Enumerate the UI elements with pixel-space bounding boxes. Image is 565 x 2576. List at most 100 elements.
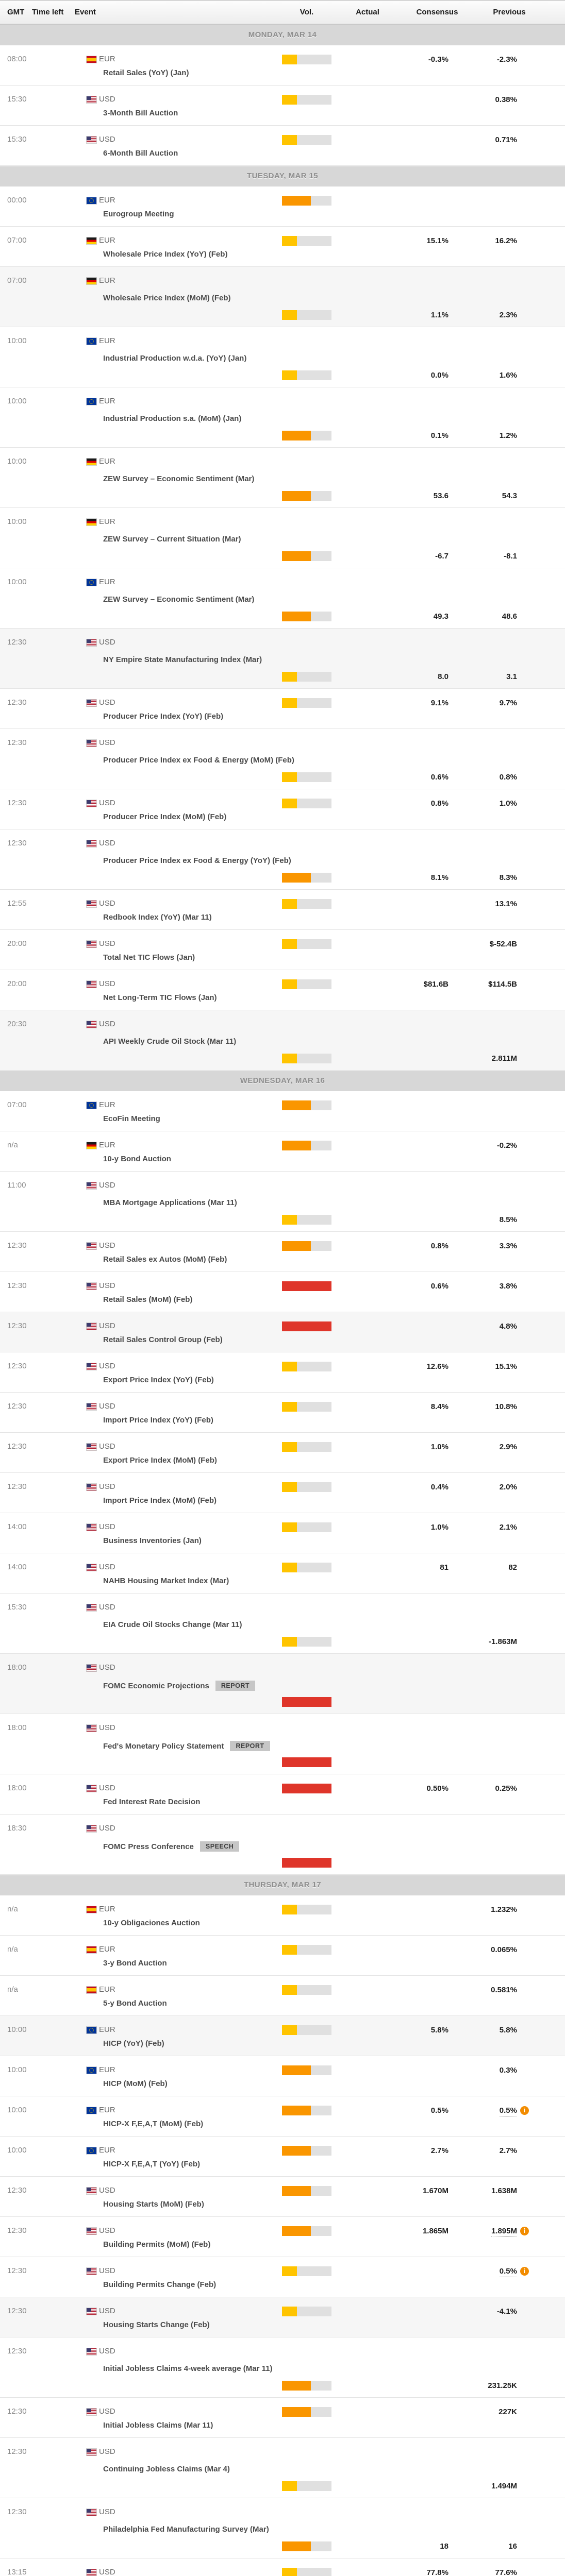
event-row[interactable]: 12:30 USD Retail Sales ex Autos (MoM) (Feb… bbox=[0, 1232, 565, 1272]
column-header-vol[interactable]: Vol. bbox=[300, 8, 314, 16]
column-header-previous[interactable]: Previous bbox=[493, 8, 526, 16]
event-row[interactable]: 12:30 USD Export Price Index (YoY) (Feb) 12… bbox=[0, 1352, 565, 1393]
event-name[interactable]: ZEW Survey – Economic Sentiment (Mar) bbox=[103, 595, 255, 604]
event-name[interactable]: Import Price Index (MoM) (Feb) bbox=[103, 1496, 217, 1505]
column-header-event[interactable]: Event bbox=[75, 8, 96, 16]
event-row[interactable]: 18:30 USD FOMC Press Conference SPEECH bbox=[0, 1815, 565, 1875]
event-name[interactable]: Housing Starts (MoM) (Feb) bbox=[103, 2200, 204, 2209]
event-name[interactable]: Retail Sales (YoY) (Jan) bbox=[103, 69, 189, 77]
event-name[interactable]: Net Long-Term TIC Flows (Jan) bbox=[103, 993, 217, 1002]
event-name[interactable]: 3-Month Bill Auction bbox=[103, 109, 178, 117]
event-name[interactable]: Import Price Index (YoY) (Feb) bbox=[103, 1416, 213, 1425]
event-row[interactable]: 12:55 USD Redbook Index (YoY) (Mar 11) 13.1… bbox=[0, 890, 565, 930]
event-name[interactable]: Housing Starts Change (Feb) bbox=[103, 2320, 210, 2329]
event-row[interactable]: 12:30 USD Import Price Index (MoM) (Feb) 0.… bbox=[0, 1473, 565, 1513]
event-name[interactable]: Producer Price Index (YoY) (Feb) bbox=[103, 712, 224, 721]
event-row[interactable]: n/a EUR 10-y Bond Auction -0.2% bbox=[0, 1131, 565, 1172]
event-row[interactable]: 15:30 USD 6-Month Bill Auction 0.71% bbox=[0, 126, 565, 166]
info-icon[interactable]: i bbox=[520, 2267, 529, 2276]
event-row[interactable]: n/a EUR 10-y Obligaciones Auction 1.232% bbox=[0, 1895, 565, 1936]
event-name[interactable]: Export Price Index (MoM) (Feb) bbox=[103, 1456, 217, 1465]
event-row[interactable]: 07:00 EUR EcoFin Meeting bbox=[0, 1091, 565, 1131]
event-name[interactable]: FOMC Press Conference bbox=[103, 1842, 194, 1851]
event-row[interactable]: 20:00 USD Total Net TIC Flows (Jan) $-52.4B bbox=[0, 930, 565, 970]
event-row[interactable]: 12:30 USD Retail Sales Control Group (Feb)… bbox=[0, 1312, 565, 1352]
event-name[interactable]: MBA Mortgage Applications (Mar 11) bbox=[103, 1198, 237, 1207]
event-name[interactable]: 3-y Bond Auction bbox=[103, 1959, 167, 1968]
event-name[interactable]: Philadelphia Fed Manufacturing Survey (M… bbox=[103, 2525, 269, 2534]
event-row[interactable]: n/a EUR 3-y Bond Auction 0.065% bbox=[0, 1936, 565, 1976]
event-row[interactable]: 12:30 USD Export Price Index (MoM) (Feb) 1.… bbox=[0, 1433, 565, 1473]
event-name[interactable]: HICP (YoY) (Feb) bbox=[103, 2039, 164, 2048]
event-row[interactable]: 12:30 USD Import Price Index (YoY) (Feb) 8.… bbox=[0, 1393, 565, 1433]
event-name[interactable]: 10-y Obligaciones Auction bbox=[103, 1919, 200, 1927]
event-name[interactable]: Building Permits Change (Feb) bbox=[103, 2280, 217, 2289]
event-row[interactable]: 18:00 USD Fed's Monetary Policy Statement R… bbox=[0, 1714, 565, 1774]
event-name[interactable]: Fed Interest Rate Decision bbox=[103, 1798, 201, 1806]
event-name[interactable]: Redbook Index (YoY) (Mar 11) bbox=[103, 913, 212, 922]
event-row[interactable]: 15:30 USD 3-Month Bill Auction 0.38% bbox=[0, 86, 565, 126]
event-name[interactable]: Fed's Monetary Policy Statement bbox=[103, 1742, 224, 1751]
event-row[interactable]: 12:30 USD Building Permits (MoM) (Feb) 1.86… bbox=[0, 2217, 565, 2257]
event-name[interactable]: 6-Month Bill Auction bbox=[103, 149, 178, 158]
event-badge[interactable]: SPEECH bbox=[200, 1841, 240, 1852]
event-name[interactable]: Producer Price Index ex Food & Energy (M… bbox=[103, 756, 294, 765]
event-row[interactable]: 15:30 USD EIA Crude Oil Stocks Change (Mar… bbox=[0, 1594, 565, 1654]
event-row[interactable]: 12:30 USD Producer Price Index (YoY) (Feb)… bbox=[0, 689, 565, 729]
event-name[interactable]: Initial Jobless Claims (Mar 11) bbox=[103, 2421, 213, 2430]
event-row[interactable]: 12:30 USD Retail Sales (MoM) (Feb) 0.6% 3.8% bbox=[0, 1272, 565, 1312]
event-row[interactable]: 14:00 USD NAHB Housing Market Index (Mar) 8… bbox=[0, 1553, 565, 1594]
event-name[interactable]: ZEW Survey – Current Situation (Mar) bbox=[103, 535, 241, 544]
event-name[interactable]: API Weekly Crude Oil Stock (Mar 11) bbox=[103, 1037, 237, 1046]
event-name[interactable]: Total Net TIC Flows (Jan) bbox=[103, 953, 195, 962]
event-name[interactable]: Wholesale Price Index (MoM) (Feb) bbox=[103, 294, 231, 302]
event-row[interactable]: 10:00 EUR HICP-X F,E,A,T (MoM) (Feb) 0.5% 0.… bbox=[0, 2096, 565, 2137]
event-row[interactable]: 10:00 EUR Industrial Production w.d.a. (Yo… bbox=[0, 327, 565, 387]
event-row[interactable]: 10:00 EUR ZEW Survey – Economic Sentiment … bbox=[0, 448, 565, 508]
event-row[interactable]: 18:00 USD FOMC Economic Projections REPORT bbox=[0, 1654, 565, 1714]
event-name[interactable]: Wholesale Price Index (YoY) (Feb) bbox=[103, 250, 228, 259]
event-name[interactable]: Retail Sales ex Autos (MoM) (Feb) bbox=[103, 1255, 227, 1264]
event-name[interactable]: Continuing Jobless Claims (Mar 4) bbox=[103, 2465, 230, 2473]
event-row[interactable]: 12:30 USD Initial Jobless Claims (Mar 11) 2… bbox=[0, 2398, 565, 2438]
event-row[interactable]: 07:00 EUR Wholesale Price Index (MoM) (Feb… bbox=[0, 267, 565, 327]
event-name[interactable]: Producer Price Index (MoM) (Feb) bbox=[103, 812, 227, 821]
event-name[interactable]: Industrial Production w.d.a. (YoY) (Jan) bbox=[103, 354, 247, 363]
event-name[interactable]: HICP-X F,E,A,T (MoM) (Feb) bbox=[103, 2120, 204, 2128]
event-row[interactable]: 12:30 USD Initial Jobless Claims 4-week av… bbox=[0, 2337, 565, 2398]
event-name[interactable]: EcoFin Meeting bbox=[103, 1114, 160, 1123]
event-row[interactable]: 12:30 USD Housing Starts Change (Feb) -4.1% bbox=[0, 2297, 565, 2337]
event-row[interactable]: 12:30 USD Producer Price Index ex Food & E… bbox=[0, 829, 565, 890]
event-name[interactable]: Export Price Index (YoY) (Feb) bbox=[103, 1376, 214, 1384]
event-row[interactable]: 10:00 EUR HICP (YoY) (Feb) 5.8% 5.8% bbox=[0, 2016, 565, 2056]
event-name[interactable]: HICP-X F,E,A,T (YoY) (Feb) bbox=[103, 2160, 201, 2168]
event-name[interactable]: 5-y Bond Auction bbox=[103, 1999, 167, 2008]
event-row[interactable]: 12:30 USD Producer Price Index (MoM) (Feb)… bbox=[0, 789, 565, 829]
event-row[interactable]: 10:00 EUR HICP-X F,E,A,T (YoY) (Feb) 2.7% 2.… bbox=[0, 2137, 565, 2177]
event-name[interactable]: Industrial Production s.a. (MoM) (Jan) bbox=[103, 414, 242, 423]
event-row[interactable]: 12:30 USD NY Empire State Manufacturing In… bbox=[0, 629, 565, 689]
event-row[interactable]: 10:00 EUR Industrial Production s.a. (MoM)… bbox=[0, 387, 565, 448]
event-name[interactable]: 10-y Bond Auction bbox=[103, 1155, 171, 1163]
event-name[interactable]: Business Inventories (Jan) bbox=[103, 1536, 202, 1545]
column-header-gmt[interactable]: GMT bbox=[7, 8, 25, 16]
column-header-consensus[interactable]: Consensus bbox=[416, 8, 458, 16]
event-row[interactable]: 10:00 EUR ZEW Survey – Current Situation (… bbox=[0, 508, 565, 568]
event-row[interactable]: 12:30 USD Building Permits Change (Feb) 0.5… bbox=[0, 2257, 565, 2297]
event-name[interactable]: EIA Crude Oil Stocks Change (Mar 11) bbox=[103, 1620, 242, 1629]
column-header-time-left[interactable]: Time left bbox=[32, 8, 64, 16]
event-row[interactable]: 10:00 EUR ZEW Survey – Economic Sentiment … bbox=[0, 568, 565, 629]
event-row[interactable]: 11:00 USD MBA Mortgage Applications (Mar 1… bbox=[0, 1172, 565, 1232]
info-icon[interactable]: i bbox=[520, 2227, 529, 2235]
event-name[interactable]: Building Permits (MoM) (Feb) bbox=[103, 2240, 211, 2249]
event-row[interactable]: 12:30 USD Housing Starts (MoM) (Feb) 1.670M… bbox=[0, 2177, 565, 2217]
event-row[interactable]: 12:30 USD Producer Price Index ex Food & E… bbox=[0, 729, 565, 789]
event-name[interactable]: Retail Sales Control Group (Feb) bbox=[103, 1335, 223, 1344]
event-row[interactable]: 13:15USDCapacity Utilization (Feb)77.8%7… bbox=[0, 2558, 565, 2576]
event-name[interactable]: HICP (MoM) (Feb) bbox=[103, 2079, 168, 2088]
event-row[interactable]: 14:00 USD Business Inventories (Jan) 1.0% 2.… bbox=[0, 1513, 565, 1553]
event-name[interactable]: ZEW Survey – Economic Sentiment (Mar) bbox=[103, 474, 255, 483]
event-row[interactable]: 18:00 USD Fed Interest Rate Decision 0.50% 0… bbox=[0, 1774, 565, 1815]
event-row[interactable]: 12:30 USD Philadelphia Fed Manufacturing S… bbox=[0, 2498, 565, 2558]
event-name[interactable]: Producer Price Index ex Food & Energy (Y… bbox=[103, 856, 291, 865]
